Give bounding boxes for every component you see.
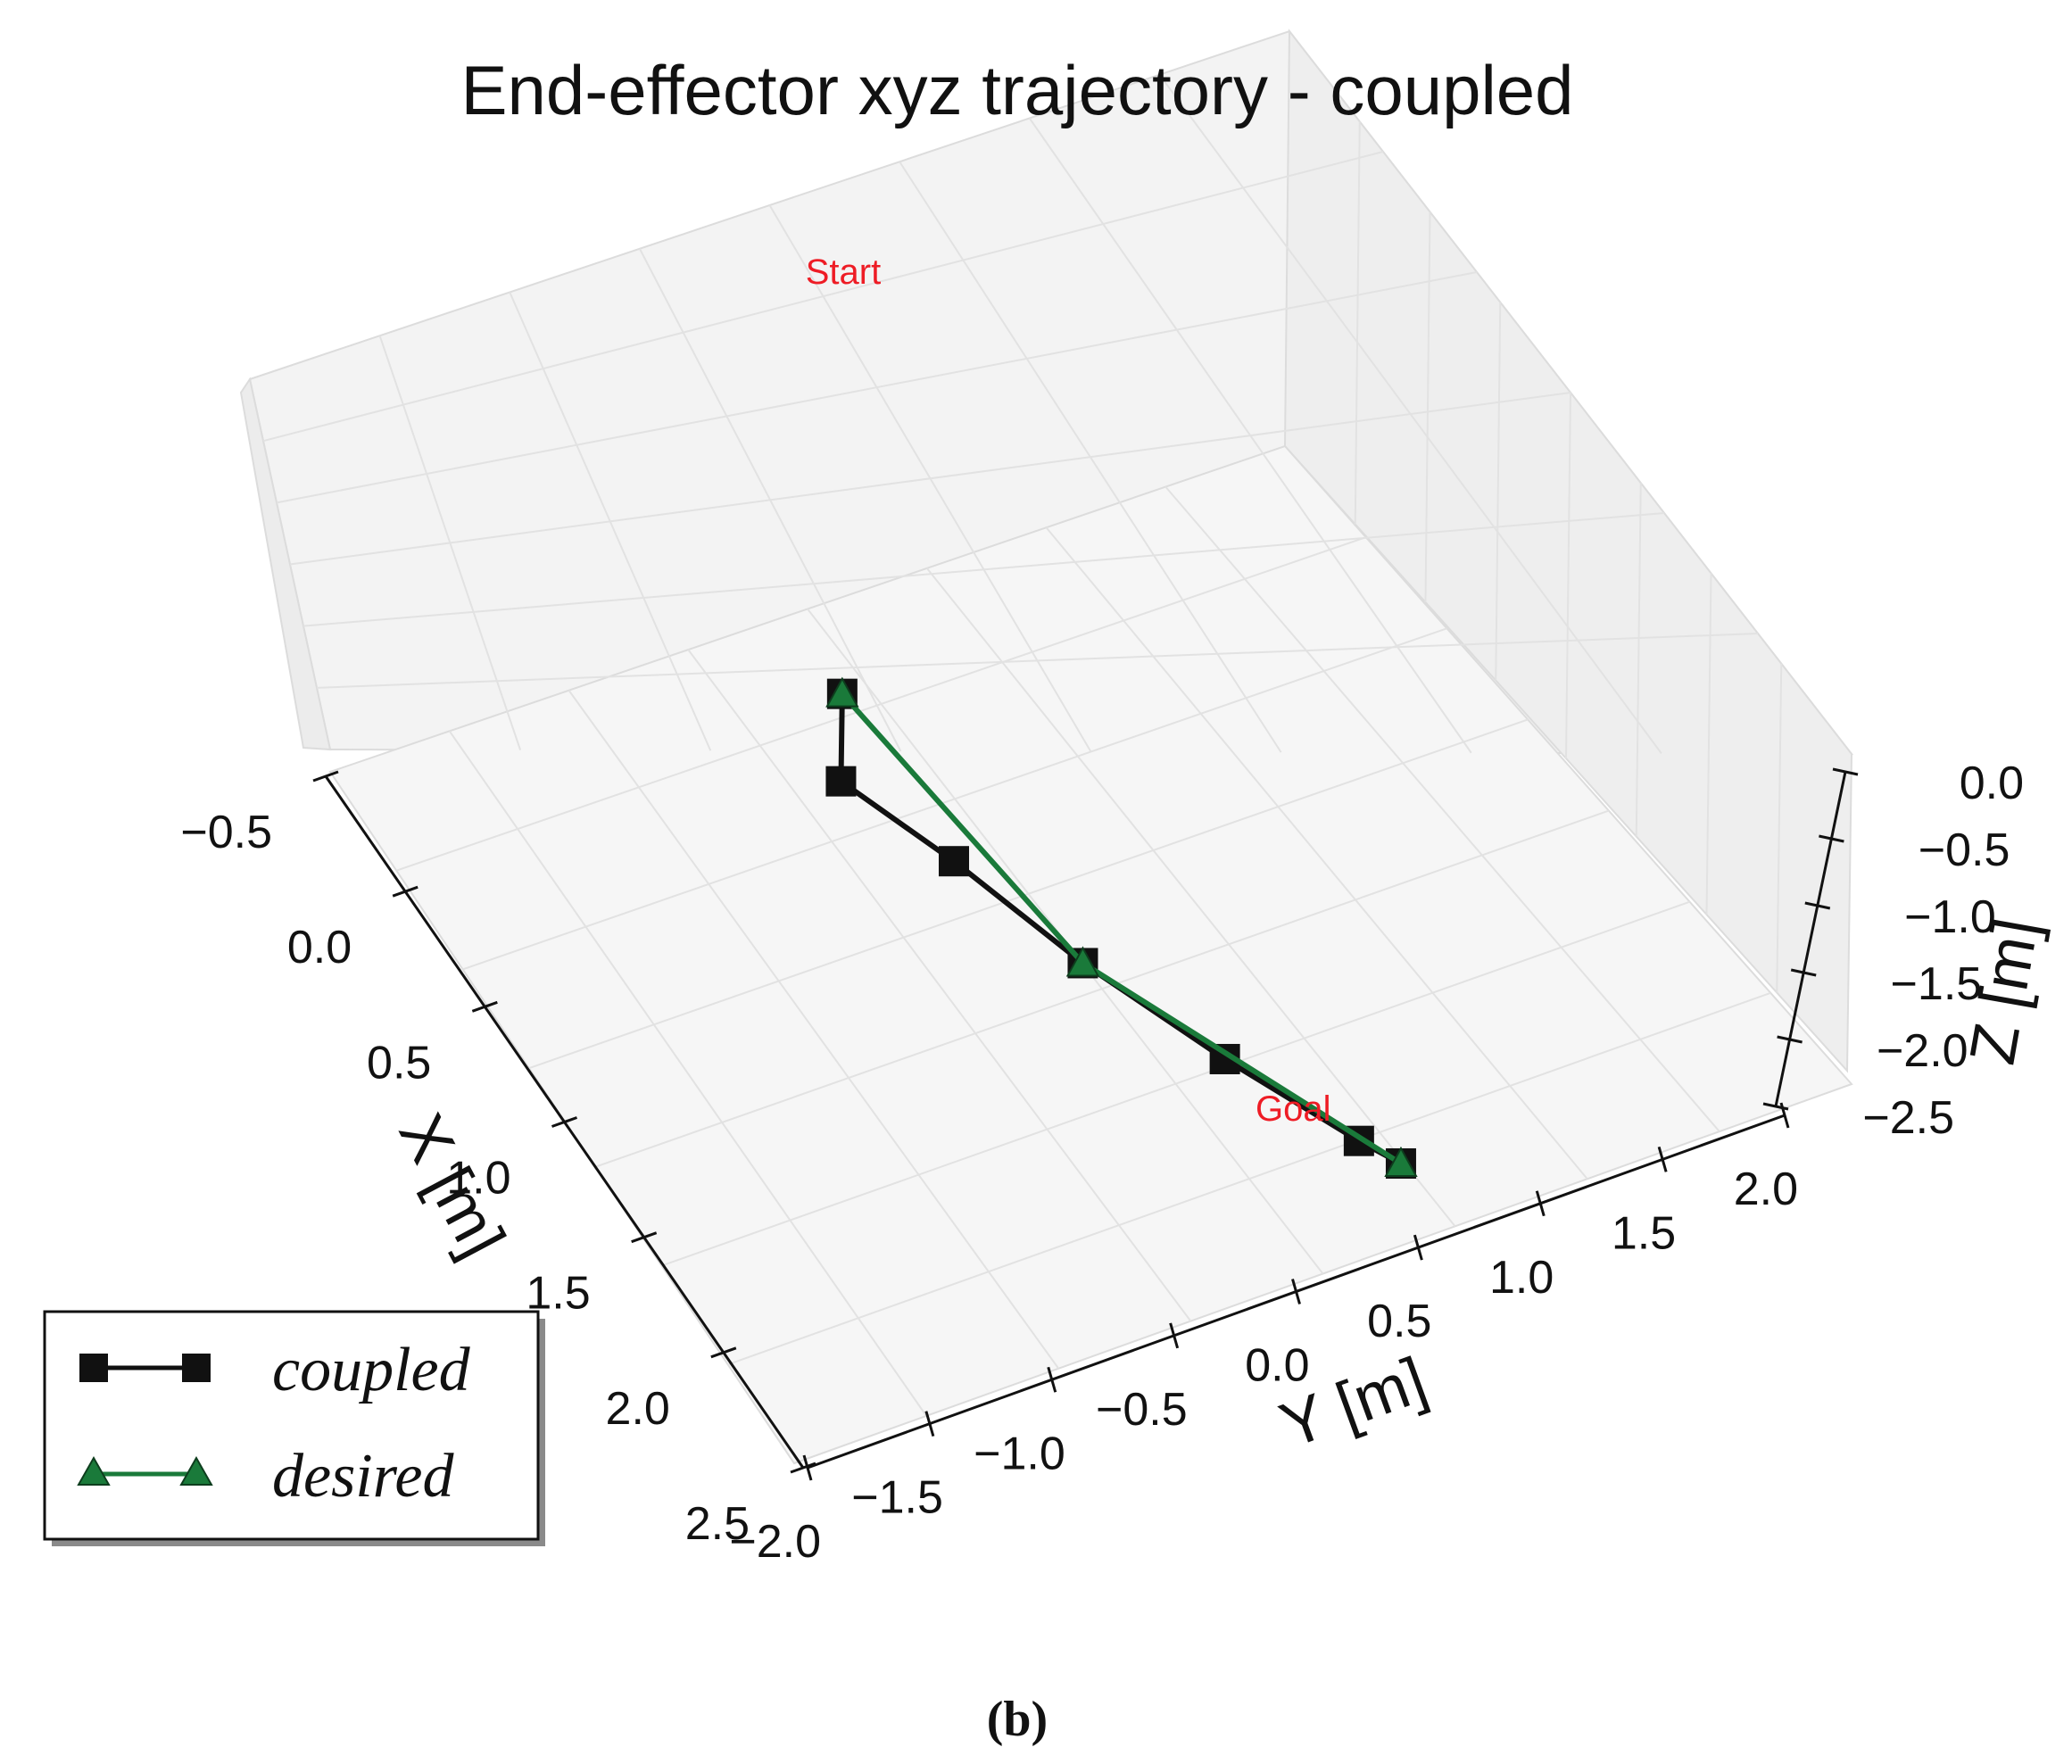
x-tick-label: 1.0	[446, 1153, 510, 1205]
y-tick-label: −1.5	[851, 1472, 943, 1524]
x-tick	[551, 1116, 578, 1128]
legend-coupled-label: coupled	[272, 1336, 471, 1404]
z-tick	[1819, 834, 1844, 843]
z-tick	[1804, 901, 1831, 910]
series-group	[825, 676, 1418, 1179]
gridline	[448, 730, 927, 1417]
gridline	[687, 649, 1192, 1322]
y-tick	[1535, 1190, 1546, 1217]
y-tick	[1413, 1234, 1423, 1261]
y-tick	[1657, 1146, 1668, 1172]
x-tick	[790, 1462, 816, 1474]
gridline	[316, 633, 1759, 689]
legend-frame	[43, 1310, 540, 1541]
gridline	[1495, 302, 1502, 681]
gridline	[1164, 485, 1720, 1132]
y-tick	[1291, 1279, 1301, 1304]
z-axis-line	[1774, 771, 1847, 1107]
y-tick-label: 2.0	[1734, 1164, 1798, 1215]
gridline	[1565, 392, 1571, 759]
gridline	[276, 271, 1478, 504]
z-tick-label: −1.0	[1904, 891, 1996, 943]
gridline	[1635, 483, 1642, 837]
x-tick	[392, 885, 419, 898]
gridline	[1424, 211, 1431, 603]
legend-desired-marker-left	[77, 1455, 111, 1486]
figure-caption: (b)	[987, 1692, 1048, 1747]
legend-desired-label: desired	[272, 1442, 454, 1511]
y-tick	[1047, 1366, 1057, 1393]
z-tick	[1777, 1035, 1803, 1044]
x-tick-label: 2.0	[606, 1383, 670, 1435]
y-tick-label: −2.0	[729, 1516, 821, 1568]
legend-coupled-marker-left	[79, 1354, 108, 1382]
legend-desired-marker-right	[179, 1455, 213, 1486]
x-tick-label: −0.5	[180, 807, 272, 858]
y-tick	[924, 1411, 935, 1437]
y-tick-label: 1.5	[1612, 1207, 1676, 1259]
z-tick	[1790, 968, 1817, 977]
x-tick	[631, 1231, 658, 1244]
y-tick-label: −0.5	[1096, 1384, 1188, 1436]
z-tick-label: −1.5	[1891, 958, 1983, 1010]
x-tick	[710, 1346, 737, 1359]
gridline	[1045, 526, 1588, 1180]
x-tick	[471, 1000, 498, 1013]
z-tick-label: −2.0	[1877, 1025, 1968, 1077]
x-tick	[312, 770, 339, 783]
gridline	[1354, 121, 1361, 525]
gridline	[925, 567, 1456, 1228]
y-tick	[1169, 1322, 1180, 1349]
y-tick	[802, 1454, 813, 1481]
goal-annotation: Goal	[1256, 1089, 1331, 1129]
gridline	[262, 151, 1384, 443]
desired-marker	[825, 676, 859, 708]
z-tick	[1762, 1102, 1789, 1111]
gridline	[568, 690, 1060, 1370]
y-tick-label: 0.5	[1367, 1296, 1431, 1347]
coupled-marker	[825, 766, 857, 797]
x-tick-label: 2.5	[685, 1498, 750, 1550]
grid	[262, 74, 1783, 1417]
z-tick	[1832, 767, 1859, 776]
desired-marker	[1065, 946, 1100, 977]
start-annotation: Start	[806, 253, 881, 292]
z-tick-label: −0.5	[1919, 824, 2010, 876]
legend-coupled-marker-right	[182, 1354, 211, 1382]
gridline	[303, 512, 1665, 627]
y-tick-label: −1.0	[974, 1428, 1065, 1479]
z-tick-label: 0.0	[1960, 758, 2024, 809]
gridline	[1776, 663, 1783, 993]
gridline	[1705, 573, 1712, 915]
y-tick-label: 1.0	[1489, 1252, 1554, 1304]
y-tick-label: 0.0	[1245, 1340, 1309, 1392]
x-tick-label: 0.0	[287, 922, 352, 973]
axes: −0.50.00.51.01.52.02.5−2.0−1.5−1.0−0.50.…	[180, 758, 2024, 1568]
coupled-marker	[938, 846, 969, 877]
desired-marker	[1384, 1146, 1418, 1177]
chart-title: End-effector xyz trajectory - coupled	[460, 51, 1573, 129]
x-tick-label: 0.5	[367, 1037, 431, 1089]
legend: coupled desired	[43, 1310, 545, 1546]
z-tick-label: −2.5	[1862, 1092, 1954, 1144]
